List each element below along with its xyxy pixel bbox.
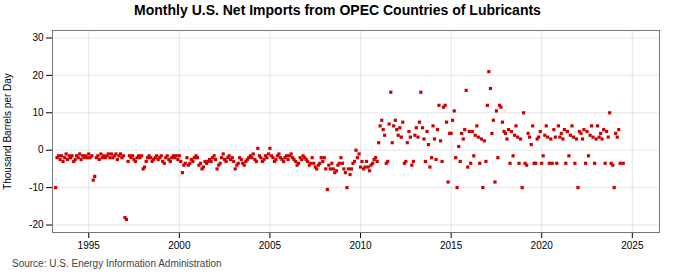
svg-text:2015: 2015	[440, 240, 463, 251]
svg-text:30: 30	[32, 32, 44, 43]
html-text:Source: U.S. Energy Informatio: Source: U.S. Energy Information Administ…	[12, 258, 222, 269]
svg-text:20: 20	[32, 70, 44, 81]
svg-text:-10: -10	[29, 182, 44, 193]
svg-text:2000: 2000	[168, 240, 191, 251]
svg-text:10: 10	[32, 107, 44, 118]
svg-text:0: 0	[38, 144, 44, 155]
svg-text:2020: 2020	[531, 240, 554, 251]
svg-text:-20: -20	[29, 219, 44, 230]
svg-text:2010: 2010	[349, 240, 372, 251]
svg-text:1995: 1995	[78, 240, 101, 251]
svg-text:Thousand Barrels per Day: Thousand Barrels per Day	[2, 73, 13, 190]
svg-text:2025: 2025	[621, 240, 644, 251]
svg-text:2005: 2005	[259, 240, 282, 251]
html-text:Monthly U.S. Net Imports from: Monthly U.S. Net Imports from OPEC Count…	[134, 2, 541, 18]
